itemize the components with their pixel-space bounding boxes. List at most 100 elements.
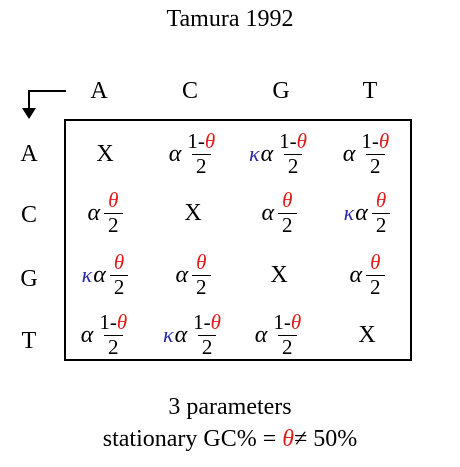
matrix-cell-t-t: X — [324, 307, 410, 363]
row-header-a: A — [14, 141, 44, 168]
column-header-a: A — [79, 78, 119, 105]
fraction-denominator: 2 — [366, 154, 385, 177]
one-minus: 1- — [187, 129, 205, 153]
fraction-denominator: 2 — [198, 335, 217, 358]
alpha-symbol: α — [81, 322, 94, 349]
kappa-symbol: κ — [82, 262, 93, 288]
matrix-cell-a-a: X — [62, 126, 148, 182]
stationary-gc-statement: stationary GC% = θ≠ 50% — [0, 426, 460, 453]
fraction-numerator: θ — [280, 190, 294, 213]
alpha-symbol: α — [175, 262, 188, 289]
alpha-symbol: α — [87, 200, 100, 227]
fraction-denominator: 2 — [284, 154, 303, 177]
matrix-cell-a-t: α 1-θ 2 — [324, 126, 410, 182]
fraction-numerator: θ — [374, 190, 388, 213]
theta-symbol: θ — [196, 250, 206, 274]
alpha-symbol: α — [343, 141, 356, 168]
fraction-numerator: 1-θ — [191, 312, 223, 335]
fraction-numerator: 1-θ — [271, 312, 303, 335]
theta-symbol: θ — [370, 250, 380, 274]
fraction-denominator: 2 — [278, 213, 297, 236]
alpha-symbol: α — [349, 262, 362, 289]
kappa-symbol: κ — [249, 141, 260, 167]
one-minus: 1- — [99, 310, 117, 334]
rate-expression: α 1-θ 2 — [169, 131, 217, 177]
row-header-c: C — [14, 202, 44, 229]
fraction-numerator: θ — [368, 252, 382, 275]
arrow-icon — [18, 88, 70, 122]
alpha-symbol: α — [261, 141, 274, 168]
diagonal-x: X — [270, 262, 287, 289]
theta-symbol: θ — [297, 129, 307, 153]
parameter-count: 3 parameters — [0, 394, 460, 421]
matrix-cell-a-g: κ α 1-θ 2 — [236, 126, 322, 182]
rate-expression: καθ2 — [344, 190, 391, 236]
fraction: 1-θ 2 — [185, 131, 217, 177]
fraction-denominator: 2 — [192, 154, 211, 177]
alpha-symbol: α — [355, 200, 368, 227]
matrix-cell-c-c: X — [150, 185, 236, 241]
matrix-cell-t-c: κ α 1-θ 2 — [150, 307, 236, 363]
fraction-denominator: 2 — [278, 335, 297, 358]
kappa-symbol: κ — [163, 322, 174, 348]
matrix-cell-a-c: α 1-θ 2 — [150, 126, 236, 182]
fraction: θ2 — [110, 252, 129, 298]
fraction-numerator: 1-θ — [277, 131, 309, 154]
row-header-g: G — [14, 266, 44, 293]
fraction: 1-θ 2 — [359, 131, 391, 177]
matrix-cell-g-g: X — [236, 247, 322, 303]
rate-expression: α 1-θ 2 — [343, 131, 391, 177]
alpha-symbol: α — [93, 262, 106, 289]
fraction-numerator: θ — [106, 190, 120, 213]
rate-expression: κ α 1-θ 2 — [249, 131, 309, 177]
fraction-denominator: 2 — [104, 335, 123, 358]
rate-expression: αθ2 — [261, 190, 296, 236]
theta-symbol: θ — [379, 129, 389, 153]
fraction-denominator: 2 — [366, 275, 385, 298]
diagonal-x: X — [96, 141, 113, 168]
alpha-symbol: α — [175, 322, 188, 349]
column-header-c: C — [170, 78, 210, 105]
fraction-denominator: 2 — [192, 275, 211, 298]
matrix-cell-t-g: α 1-θ 2 — [236, 307, 322, 363]
diagonal-x: X — [358, 322, 375, 349]
fraction: 1-θ 2 — [191, 312, 223, 358]
theta-symbol: θ — [114, 250, 124, 274]
theta-symbol: θ — [211, 310, 221, 334]
rate-expression: α 1-θ 2 — [81, 312, 129, 358]
diagonal-x: X — [184, 200, 201, 227]
fraction: 1-θ 2 — [97, 312, 129, 358]
theta-symbol: θ — [108, 188, 118, 212]
one-minus: 1- — [273, 310, 291, 334]
fraction-numerator: 1-θ — [359, 131, 391, 154]
stationary-gc-theta: θ — [282, 426, 294, 452]
rate-expression: κ α 1-θ 2 — [163, 312, 223, 358]
theta-symbol: θ — [291, 310, 301, 334]
column-header-g: G — [261, 78, 301, 105]
diagram-title: Tamura 1992 — [0, 6, 460, 33]
one-minus: 1- — [279, 129, 297, 153]
fraction: 1-θ 2 — [271, 312, 303, 358]
fraction-numerator: θ — [194, 252, 208, 275]
theta-symbol: θ — [376, 188, 386, 212]
fraction-denominator: 2 — [110, 275, 129, 298]
column-header-t: T — [350, 78, 390, 105]
theta-symbol: θ — [117, 310, 127, 334]
theta-symbol: θ — [205, 129, 215, 153]
row-header-t: T — [14, 328, 44, 355]
